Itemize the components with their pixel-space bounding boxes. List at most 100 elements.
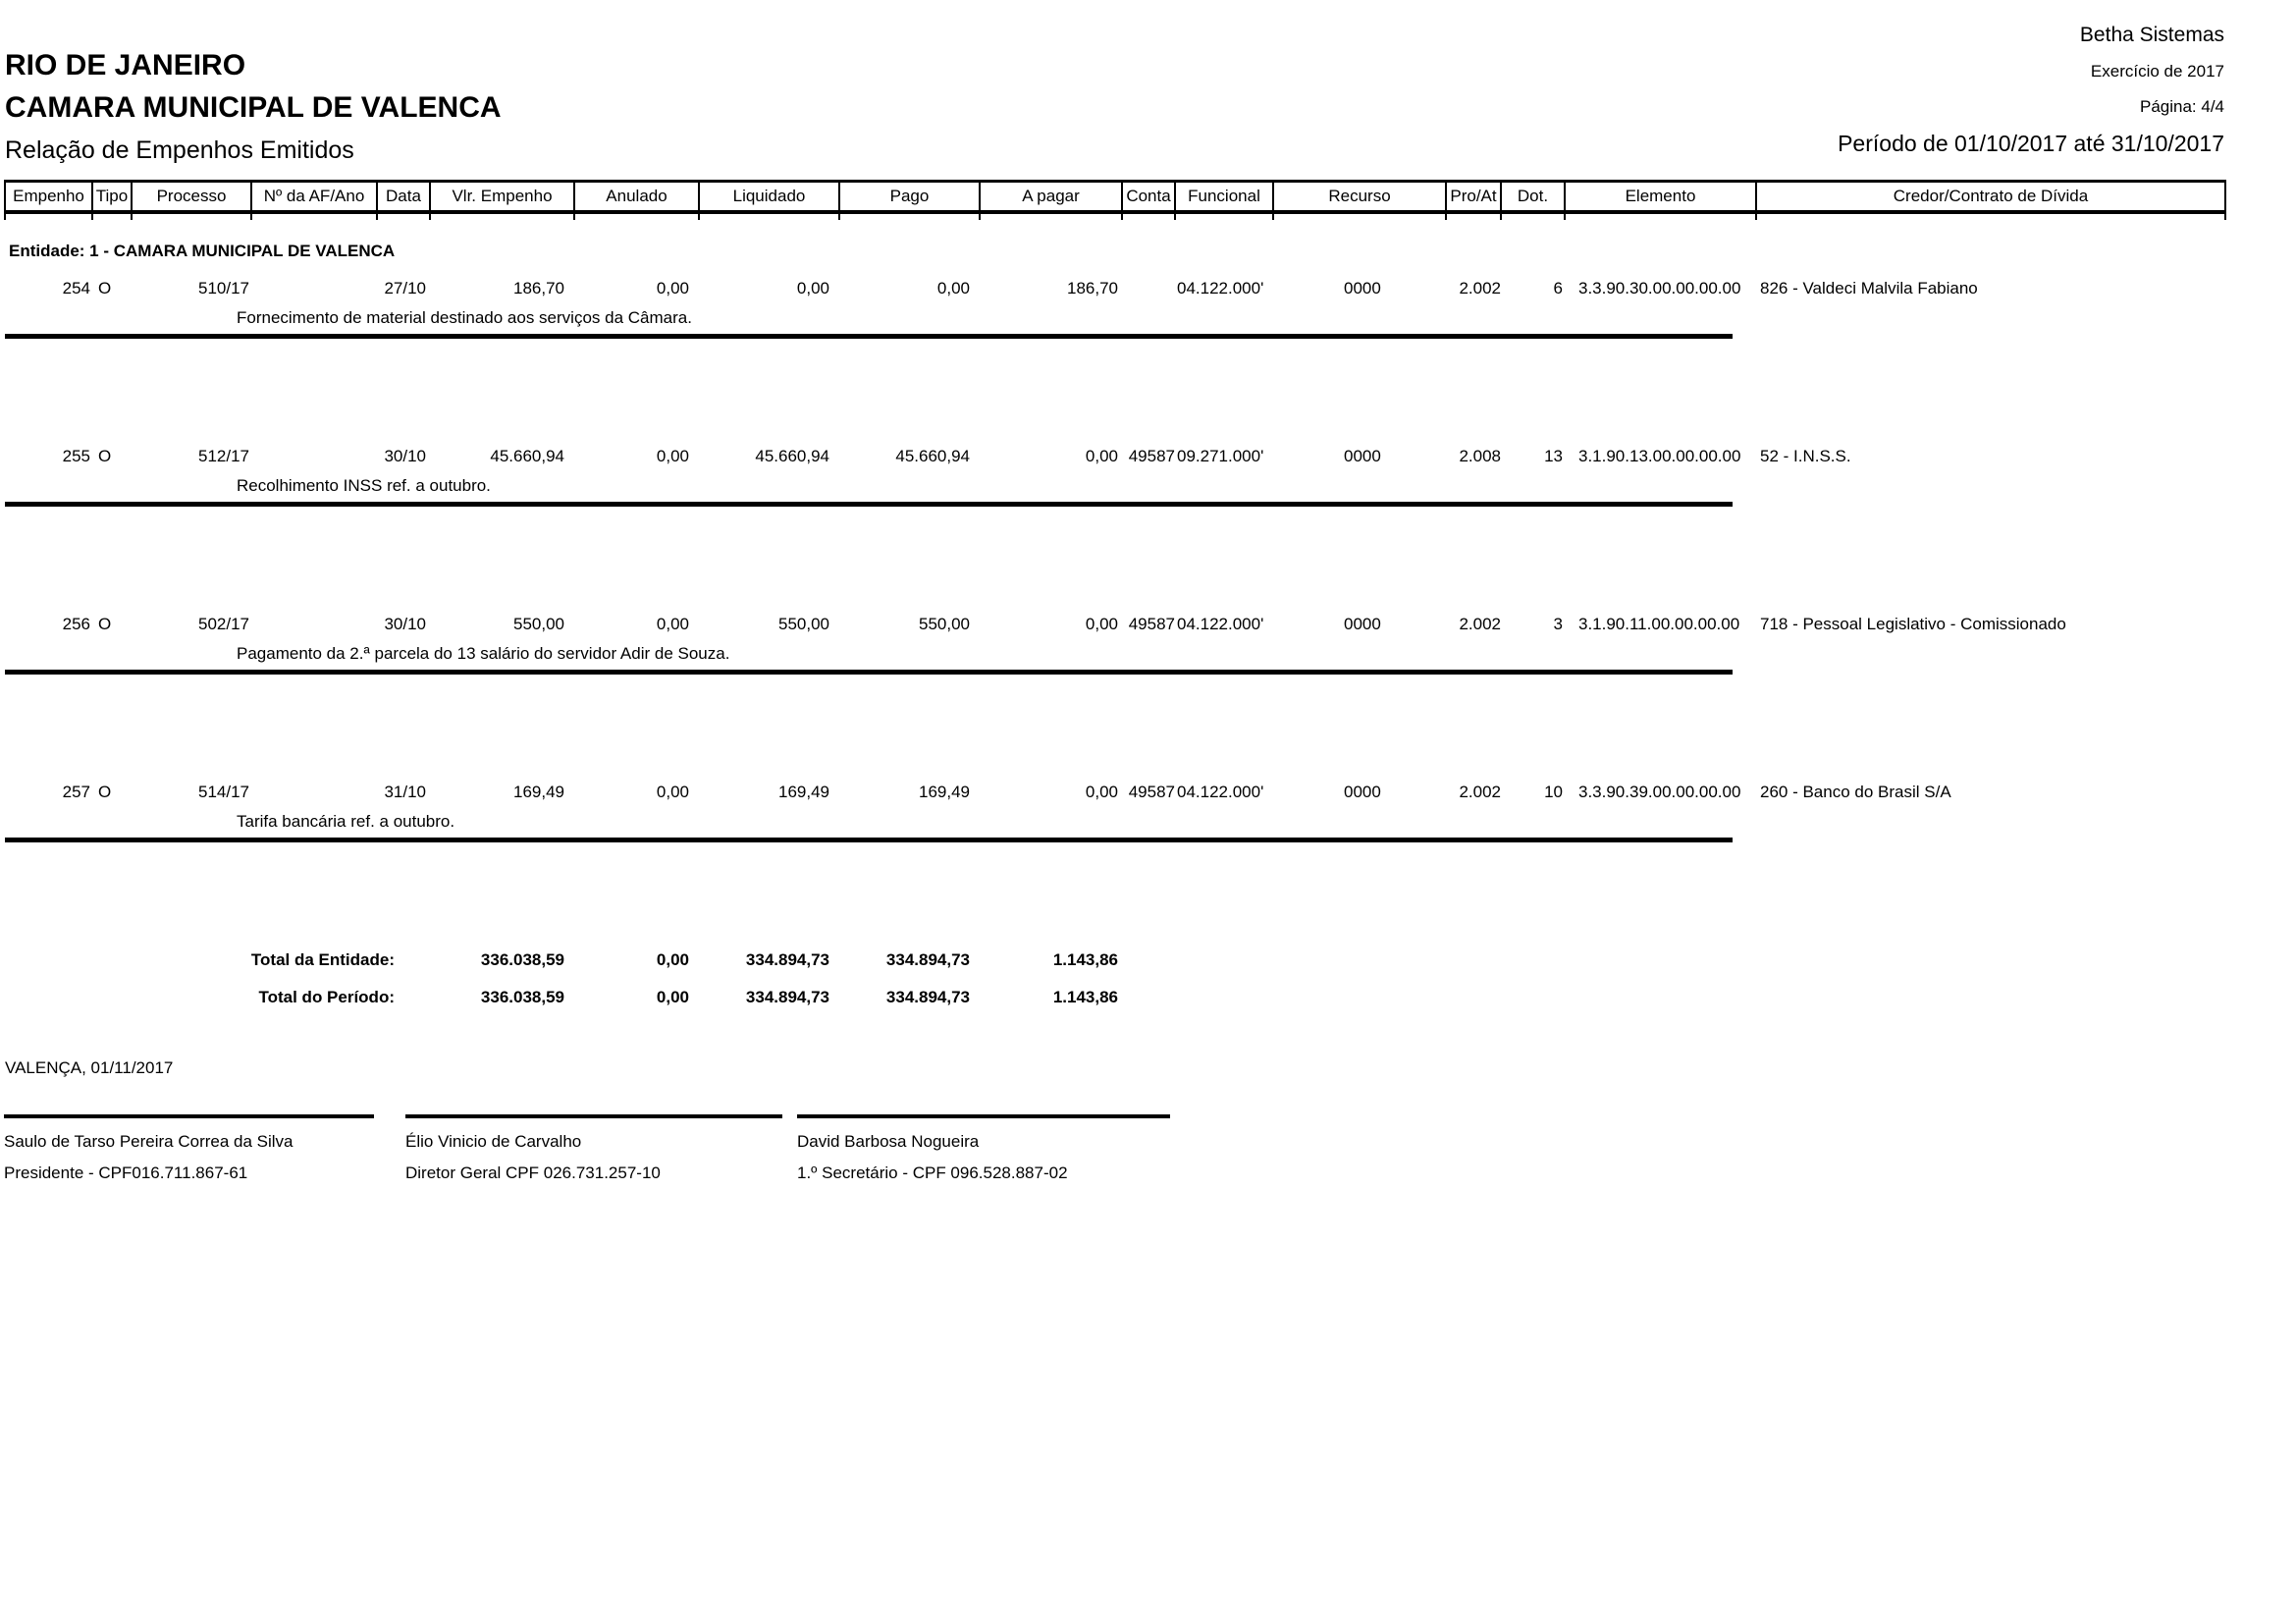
cell-credor: 52 - I.N.S.S. xyxy=(1760,447,1851,465)
cell-elemento: 3.1.90.13.00.00.00.00 xyxy=(1578,447,1741,465)
cell-af-ano xyxy=(251,261,377,298)
total-period-row: Total do Período: 336.038,59 0,00 334.89… xyxy=(5,970,2225,1007)
vendor-name: Betha Sistemas xyxy=(2079,24,2224,46)
cell-vlr-empenho: 550,00 xyxy=(513,615,564,633)
cell-af-ano xyxy=(251,339,377,466)
cell-pago: 0,00 xyxy=(936,279,970,298)
description-text: Fornecimento de material destinado aos s… xyxy=(237,308,692,327)
row-separator xyxy=(5,496,2225,507)
cell-af-ano xyxy=(251,507,377,634)
cell-funcional: 09.271.000' xyxy=(1177,447,1264,465)
cell-elemento: 3.3.90.30.00.00.00.00 xyxy=(1578,279,1741,298)
signature-block: Saulo de Tarso Pereira Correa da Silva P… xyxy=(4,1114,374,1183)
cell-vlr-empenho: 186,70 xyxy=(513,279,564,298)
city-date-line: VALENÇA, 01/11/2017 xyxy=(5,1058,174,1077)
cell-pro-at: 2.002 xyxy=(1459,615,1501,633)
total-liquidado: 334.894,73 xyxy=(745,988,829,1006)
header-tick-row xyxy=(4,212,2226,220)
signature-line xyxy=(4,1114,374,1118)
period-label: Período de 01/10/2017 até 31/10/2017 xyxy=(1838,131,2224,156)
cell-liquidado: 169,49 xyxy=(778,783,829,801)
row-description: Pagamento da 2.ª parcela do 13 salário d… xyxy=(5,634,2225,664)
separator-line xyxy=(5,670,1733,675)
signature-block: David Barbosa Nogueira 1.º Secretário - … xyxy=(797,1114,1170,1183)
cell-processo: 512/17 xyxy=(198,447,249,465)
description-text: Pagamento da 2.ª parcela do 13 salário d… xyxy=(237,644,730,663)
total-period-label: Total do Período: xyxy=(258,988,395,1006)
total-entity-label: Total da Entidade: xyxy=(250,950,395,969)
entity-row: Entidade: 1 - CAMARA MUNICIPAL DE VALENC… xyxy=(5,220,2225,261)
cell-tipo: O xyxy=(98,279,112,298)
cell-recurso: 0000 xyxy=(1344,783,1381,801)
cell-empenho: 256 xyxy=(62,615,90,633)
separator-line xyxy=(5,502,1733,507)
total-anulado: 0,00 xyxy=(656,950,689,969)
cell-pro-at: 2.008 xyxy=(1459,447,1501,465)
cell-processo: 510/17 xyxy=(198,279,249,298)
cell-funcional: 04.122.000' xyxy=(1177,615,1264,633)
signatory-role: Presidente - CPF016.711.867-61 xyxy=(4,1163,248,1182)
col-header-dot: Dot. xyxy=(1500,180,1565,214)
col-header-empenho: Empenho xyxy=(4,180,92,214)
total-vlr-empenho: 336.038,59 xyxy=(480,988,564,1006)
total-a-pagar: 1.143,86 xyxy=(1052,950,1118,969)
cell-data: 30/10 xyxy=(384,447,426,465)
cell-pago: 169,49 xyxy=(919,783,970,801)
empenhos-table: Empenho Tipo Processo Nº da AF/Ano Data … xyxy=(4,180,2226,1007)
report-header-right: Betha Sistemas Exercício de 2017 Página:… xyxy=(1838,24,2224,157)
total-pago: 334.894,73 xyxy=(885,950,970,969)
row-separator xyxy=(5,328,2225,339)
cell-empenho: 257 xyxy=(62,783,90,801)
exercise-label: Exercício de 2017 xyxy=(2090,62,2224,81)
cell-credor: 718 - Pessoal Legislativo - Comissionado xyxy=(1760,615,2066,633)
cell-tipo: O xyxy=(98,615,112,633)
cell-anulado: 0,00 xyxy=(656,783,689,801)
cell-processo: 502/17 xyxy=(198,615,249,633)
cell-funcional: 04.122.000' xyxy=(1177,279,1264,298)
signatory-name: Élio Vinicio de Carvalho xyxy=(405,1132,582,1151)
col-header-processo: Processo xyxy=(131,180,251,214)
table-row: 255 O 512/17 30/10 45.660,94 0,00 45.660… xyxy=(5,339,2225,466)
cell-funcional: 04.122.000' xyxy=(1177,783,1264,801)
cell-dot: 3 xyxy=(1553,615,1563,633)
cell-a-pagar: 0,00 xyxy=(1085,615,1118,633)
col-header-tipo: Tipo xyxy=(91,180,132,214)
cell-credor: 826 - Valdeci Malvila Fabiano xyxy=(1760,279,1978,298)
cell-empenho: 254 xyxy=(62,279,90,298)
entity-label: Entidade: 1 - CAMARA MUNICIPAL DE VALENC… xyxy=(9,242,396,260)
signatory-name: David Barbosa Nogueira xyxy=(797,1132,980,1151)
signature-area: Saulo de Tarso Pereira Correa da Silva P… xyxy=(0,1114,2296,1183)
cell-credor: 260 - Banco do Brasil S/A xyxy=(1760,783,1951,801)
report-header-left: RIO DE JANEIRO CAMARA MUNICIPAL DE VALEN… xyxy=(5,49,502,165)
cell-conta: 49587 xyxy=(1128,783,1175,801)
total-pago: 334.894,73 xyxy=(885,988,970,1006)
col-header-elemento: Elemento xyxy=(1564,180,1756,214)
cell-vlr-empenho: 45.660,94 xyxy=(490,447,564,465)
cell-dot: 10 xyxy=(1544,783,1563,801)
signatory-role: 1.º Secretário - CPF 096.528.887-02 xyxy=(797,1163,1068,1182)
cell-pro-at: 2.002 xyxy=(1459,279,1501,298)
cell-data: 31/10 xyxy=(384,783,426,801)
col-header-funcional: Funcional xyxy=(1174,180,1273,214)
col-header-data: Data xyxy=(376,180,430,214)
cell-pro-at: 2.002 xyxy=(1459,783,1501,801)
cell-vlr-empenho: 169,49 xyxy=(513,783,564,801)
report-title: Relação de Empenhos Emitidos xyxy=(5,136,354,164)
table-row: 256 O 502/17 30/10 550,00 0,00 550,00 55… xyxy=(5,507,2225,634)
col-header-liquidado: Liquidado xyxy=(698,180,839,214)
total-vlr-empenho: 336.038,59 xyxy=(480,950,564,969)
page-number: Página: 4/4 xyxy=(2139,97,2224,116)
row-description: Tarifa bancária ref. a outubro. xyxy=(5,802,2225,832)
row-description: Recolhimento INSS ref. a outubro. xyxy=(5,466,2225,496)
cell-tipo: O xyxy=(98,783,112,801)
col-header-pro-at: Pro/At xyxy=(1445,180,1501,214)
table-row: 257 O 514/17 31/10 169,49 0,00 169,49 16… xyxy=(5,675,2225,802)
col-header-pago: Pago xyxy=(838,180,980,214)
row-separator xyxy=(5,664,2225,675)
cell-pago: 45.660,94 xyxy=(895,447,970,465)
total-liquidado: 334.894,73 xyxy=(745,950,829,969)
cell-elemento: 3.1.90.11.00.00.00.00 xyxy=(1578,615,1740,633)
total-anulado: 0,00 xyxy=(656,988,689,1006)
cell-dot: 13 xyxy=(1544,447,1563,465)
